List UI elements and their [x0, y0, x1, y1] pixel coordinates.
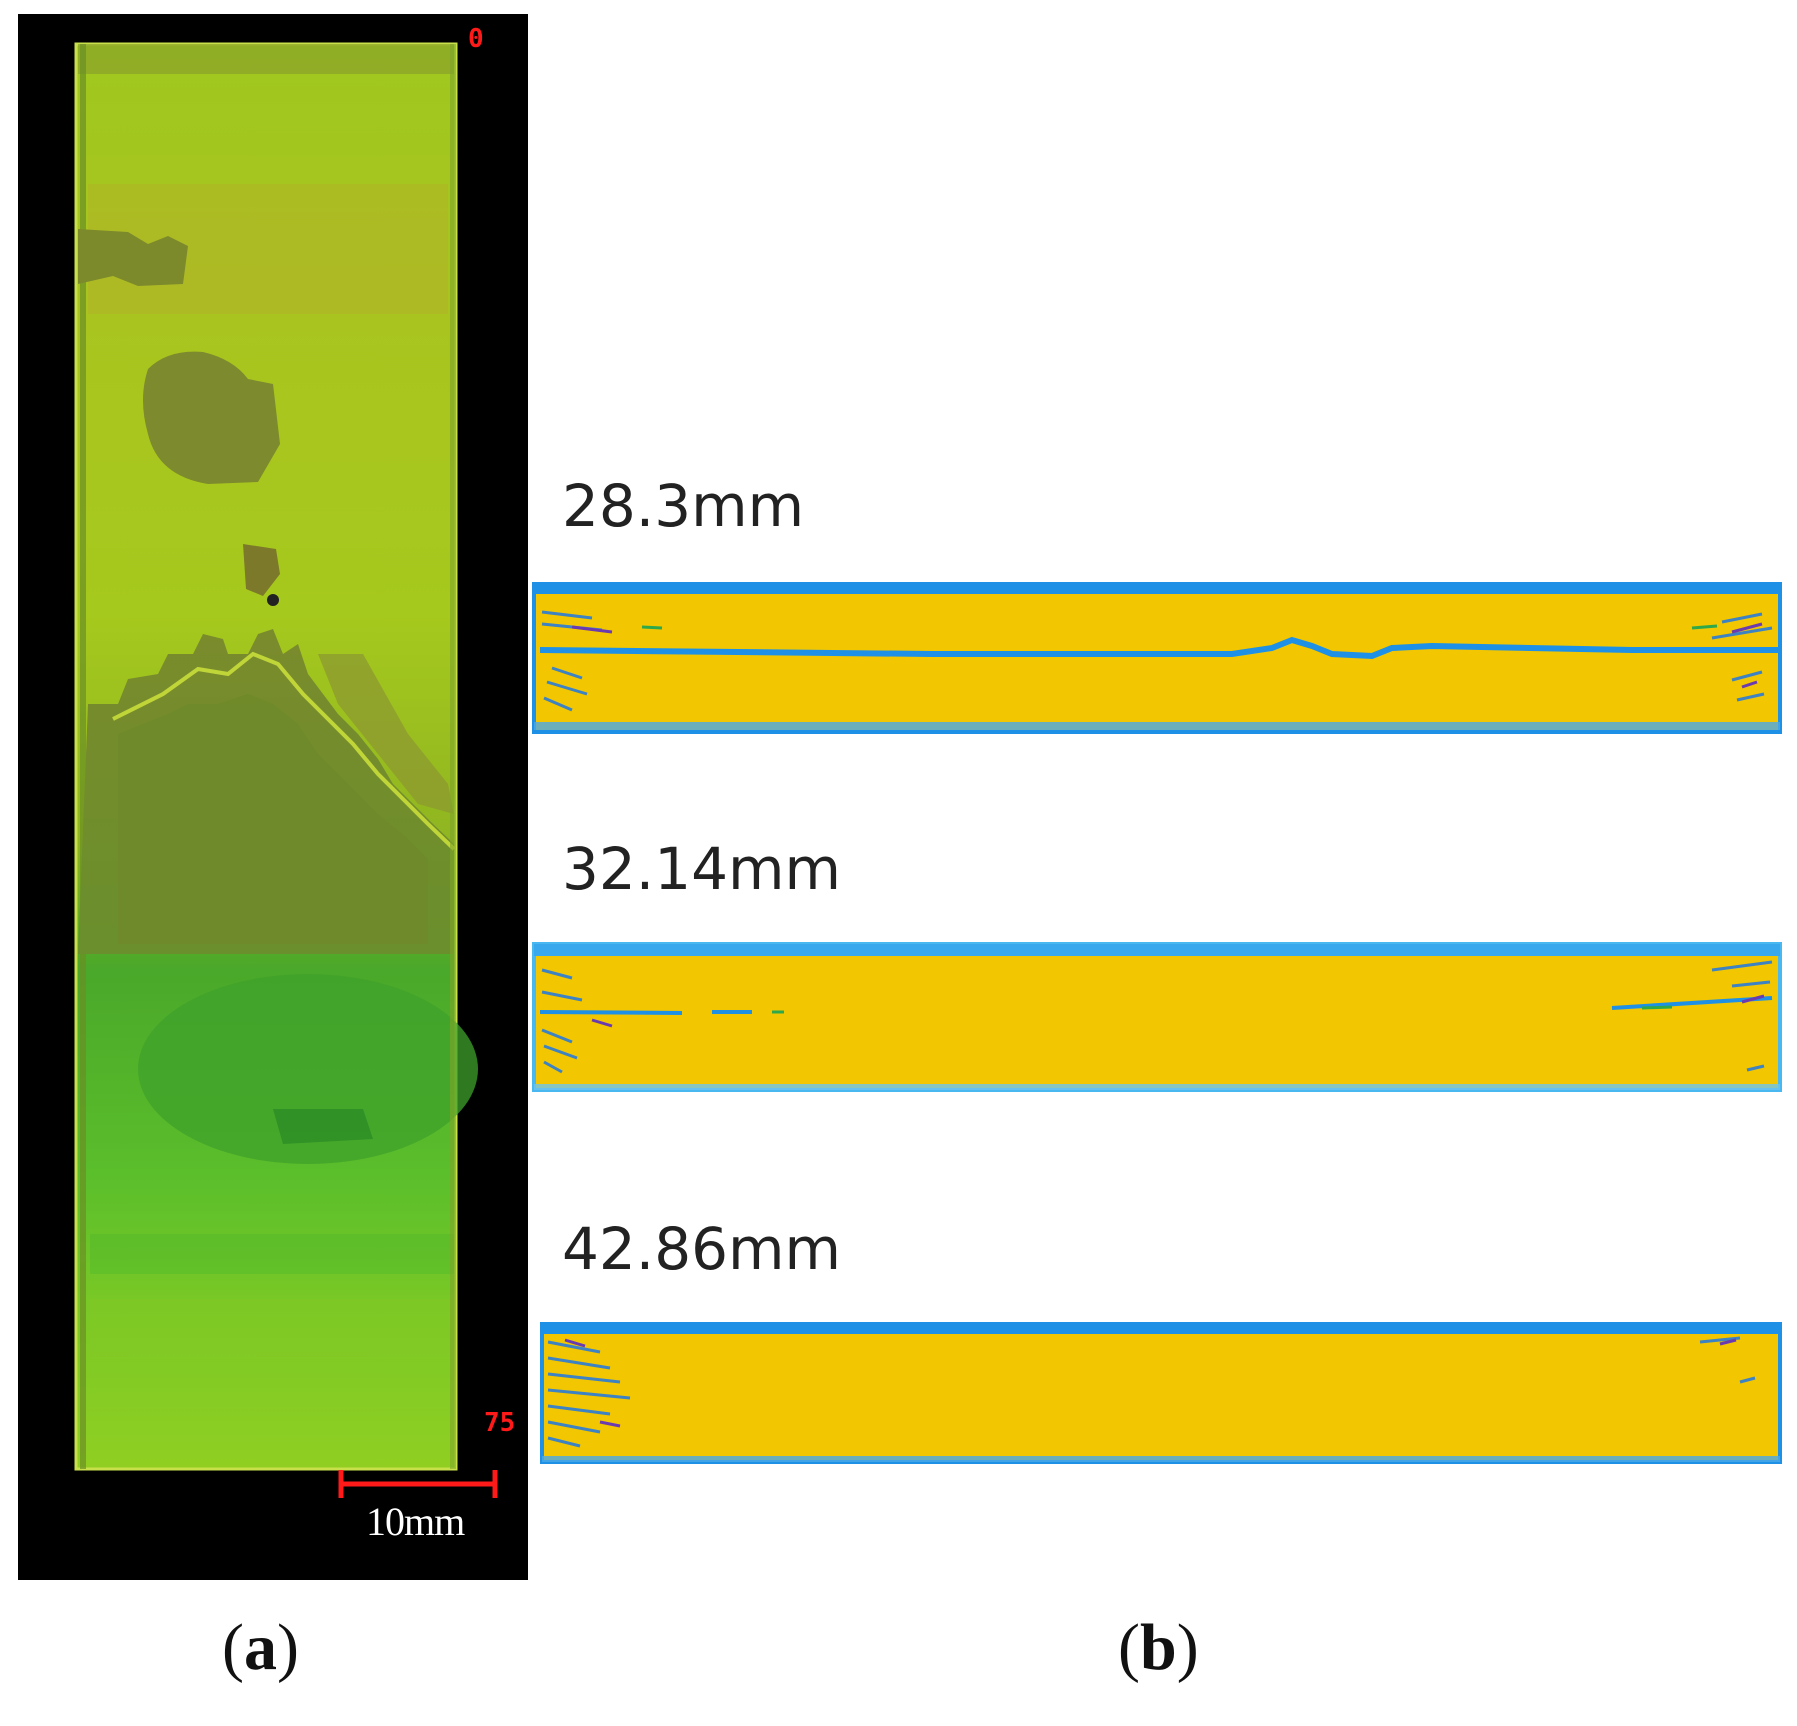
scale-bar-label: 10mm	[366, 1499, 465, 1544]
c-scan-graphic	[74, 42, 498, 1498]
panel-label-a-close: )	[276, 1611, 299, 1684]
b-scan-slice-3	[540, 1322, 1782, 1464]
b-scan-slice-3-graphic	[540, 1322, 1782, 1464]
b-scan-slice-1-graphic	[532, 582, 1782, 734]
panel-label-b-close: )	[1176, 1611, 1199, 1684]
panel-label-b-letter: b	[1139, 1611, 1177, 1684]
scale-bar	[338, 1470, 498, 1498]
slice-depth-label-1: 28.3mm	[562, 472, 805, 540]
panel-label-a: (a)	[222, 1610, 299, 1686]
slice-depth-label-2: 32.14mm	[562, 835, 842, 903]
panel-label-b: (b)	[1118, 1610, 1199, 1686]
c-scan-image: 0 75 10mm	[18, 14, 528, 1580]
slice-depth-label-3: 42.86mm	[562, 1215, 842, 1283]
panel-label-b-open: (	[1118, 1611, 1140, 1684]
b-scan-slice-2	[532, 942, 1782, 1092]
panel-label-a-open: (	[222, 1611, 244, 1684]
scan-start-label: 0	[468, 24, 484, 54]
b-scan-slice-1	[532, 582, 1782, 734]
panel-label-a-letter: a	[243, 1611, 277, 1684]
scan-end-label: 75	[484, 1408, 516, 1438]
b-scan-slice-2-graphic	[532, 942, 1782, 1092]
